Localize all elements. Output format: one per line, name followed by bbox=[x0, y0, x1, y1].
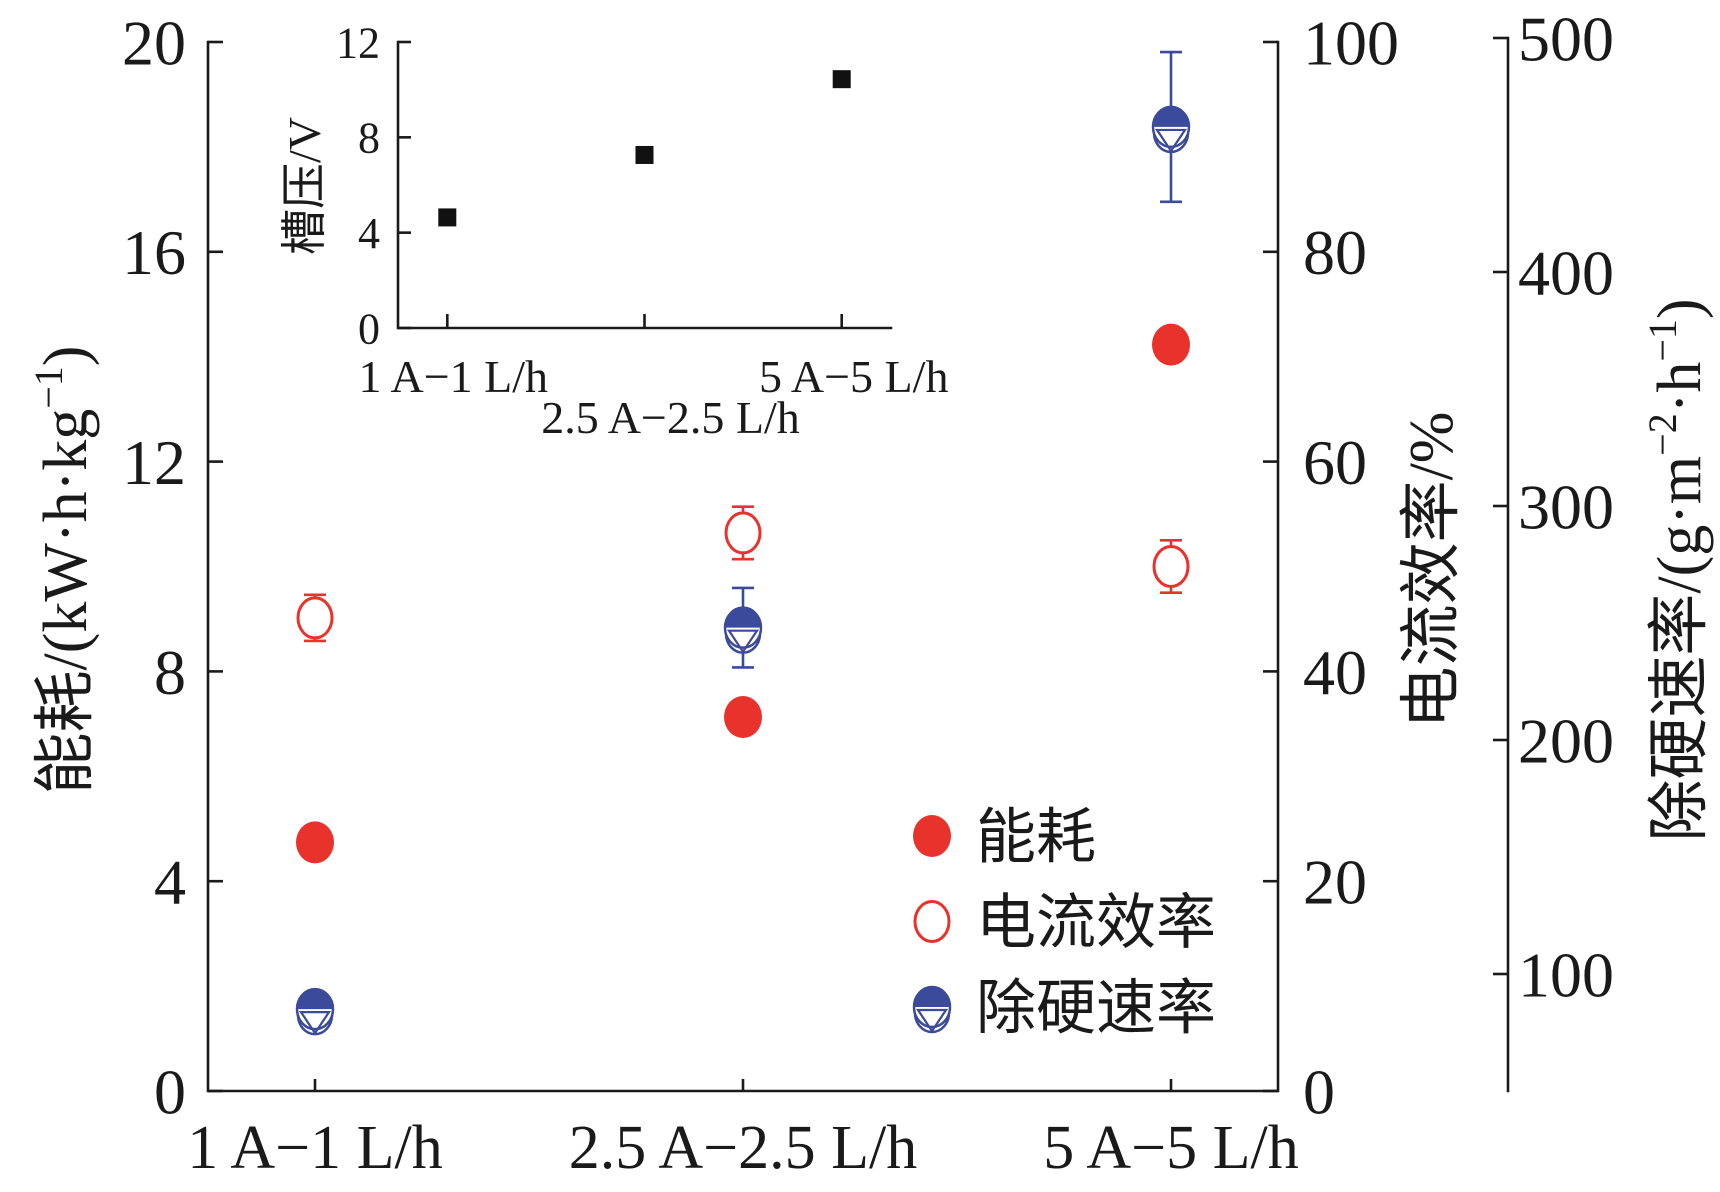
marker-top-fill bbox=[1153, 106, 1189, 127]
marker-shape bbox=[1152, 545, 1190, 588]
y-axis-3-title-superscript: −1 bbox=[1640, 319, 1685, 362]
y-axis-1-title-superscript: −1 bbox=[26, 366, 71, 409]
inset-y-axis-title: 槽压/V bbox=[279, 117, 330, 255]
series-3 bbox=[295, 50, 1191, 1036]
y-axis-1-title: 能耗/(kW·h·kg−1) bbox=[26, 346, 100, 795]
y-axis-1-tick-label: 12 bbox=[122, 427, 186, 498]
marker-shape bbox=[724, 696, 762, 739]
inset-data-point bbox=[438, 208, 457, 227]
marker-shape bbox=[913, 815, 951, 857]
marker-top-fill bbox=[914, 987, 950, 1007]
y-axis-2-title: 电流效率/% bbox=[1398, 412, 1466, 729]
y-axis-2-tick-label: 100 bbox=[1303, 7, 1399, 78]
inset-x-tick-label: 1 A−1 L/h bbox=[359, 351, 549, 402]
y-axis-3-tick-label: 500 bbox=[1518, 3, 1614, 74]
data-point bbox=[296, 596, 334, 640]
marker-triangle bbox=[726, 629, 760, 654]
x-axis-tick-label: 5 A−5 L/h bbox=[1043, 1114, 1298, 1182]
inset-y-tick-label: 0 bbox=[358, 304, 380, 353]
legend-label: 能耗 bbox=[976, 805, 1096, 871]
marker-shape bbox=[296, 821, 334, 864]
data-point bbox=[295, 987, 335, 1036]
data-point bbox=[723, 606, 763, 654]
inset-x-tick-label: 5 A−5 L/h bbox=[759, 351, 949, 402]
inset-plot: 0 4 8 12 1 A−1 L/h2.5 A−2.5 L/h5 A−5 L/h 槽压/V bbox=[279, 18, 948, 443]
inset-series bbox=[438, 70, 851, 227]
y-axis-1-tick-label: 0 bbox=[154, 1056, 186, 1127]
inset-data-point bbox=[635, 145, 654, 164]
marker-triangle bbox=[915, 1008, 949, 1033]
y-axis-1-tick-label: 8 bbox=[154, 637, 186, 708]
inset-data-point bbox=[832, 70, 851, 89]
y-axis-2-tick-label: 80 bbox=[1303, 217, 1367, 288]
legend-label: 除硬速率 bbox=[976, 976, 1216, 1042]
y-axis-1-title-text: ) bbox=[32, 346, 100, 367]
legend-marker bbox=[913, 900, 951, 943]
y-axis-3-title-text: ·h bbox=[1646, 362, 1714, 414]
marker-shape bbox=[438, 208, 457, 227]
y-axis-1-title-text: 能耗/(kW·h·kg bbox=[32, 409, 100, 795]
y-axis-3-tick-label: 100 bbox=[1518, 939, 1614, 1010]
data-point bbox=[1151, 105, 1191, 154]
marker-shape bbox=[832, 70, 851, 89]
y-axis-3-tick-label: 200 bbox=[1518, 705, 1614, 776]
x-axis-tick-label: 2.5 A−2.5 L/h bbox=[569, 1114, 917, 1182]
data-point bbox=[724, 511, 762, 555]
marker-top-fill bbox=[725, 607, 761, 628]
y-axis-3-title-text: ) bbox=[1646, 298, 1714, 319]
legend-marker bbox=[912, 985, 952, 1034]
marker-triangle bbox=[298, 1011, 332, 1036]
y-axis-2-tick-label: 20 bbox=[1303, 847, 1367, 918]
marker-shape bbox=[1152, 323, 1190, 366]
marker-shape bbox=[296, 596, 334, 640]
inset-y-tick-label: 4 bbox=[358, 209, 380, 258]
y-axis-3-title-text: 除硬速率/(g·m bbox=[1646, 456, 1714, 842]
y-axis-2-tick-label: 0 bbox=[1303, 1056, 1335, 1127]
y-axis-1-tick-label: 4 bbox=[154, 847, 186, 918]
inset-x-tick-label: 2.5 A−2.5 L/h bbox=[541, 392, 800, 443]
x-axis-tick-label: 1 A−1 L/h bbox=[187, 1114, 442, 1182]
data-point bbox=[724, 696, 762, 739]
inset-y-tick-label: 8 bbox=[358, 114, 380, 163]
series-2 bbox=[296, 505, 1190, 643]
inset-axes bbox=[396, 40, 893, 330]
data-point bbox=[1152, 323, 1190, 366]
legend-label: 电流效率 bbox=[976, 890, 1216, 956]
inset-y-tick-label: 12 bbox=[336, 18, 380, 67]
series-1 bbox=[296, 323, 1190, 864]
legend-item: 能耗 bbox=[913, 805, 1096, 871]
y-axis-2-tick-label: 60 bbox=[1303, 427, 1367, 498]
y-axis-1-tick-label: 16 bbox=[122, 217, 186, 288]
marker-shape bbox=[724, 511, 762, 555]
marker-triangle bbox=[1154, 128, 1188, 153]
legend-item: 电流效率 bbox=[913, 890, 1216, 956]
marker-shape bbox=[913, 900, 951, 943]
data-point bbox=[1152, 545, 1190, 588]
y-axis-3-tick-label: 400 bbox=[1518, 237, 1614, 308]
y-axis-3-title: 除硬速率/(g·m−2·h−1) bbox=[1640, 298, 1714, 841]
y-axis-2-title-text: 电流效率/% bbox=[1398, 412, 1466, 729]
marker-top-fill bbox=[297, 989, 333, 1010]
y-axis-3-tick-label: 300 bbox=[1518, 471, 1614, 542]
y-axis-3-title-superscript: −2 bbox=[1640, 413, 1685, 456]
legend-marker bbox=[913, 815, 951, 857]
y-axis-1-tick-label: 20 bbox=[122, 7, 186, 78]
marker-shape bbox=[635, 145, 654, 164]
y-axis-2-tick-label: 40 bbox=[1303, 637, 1367, 708]
legend-item: 除硬速率 bbox=[912, 976, 1216, 1042]
main-plot: 048121620能耗/(kW·h·kg−1)020406080100电流效率/… bbox=[26, 3, 1714, 1182]
data-point bbox=[296, 821, 334, 864]
